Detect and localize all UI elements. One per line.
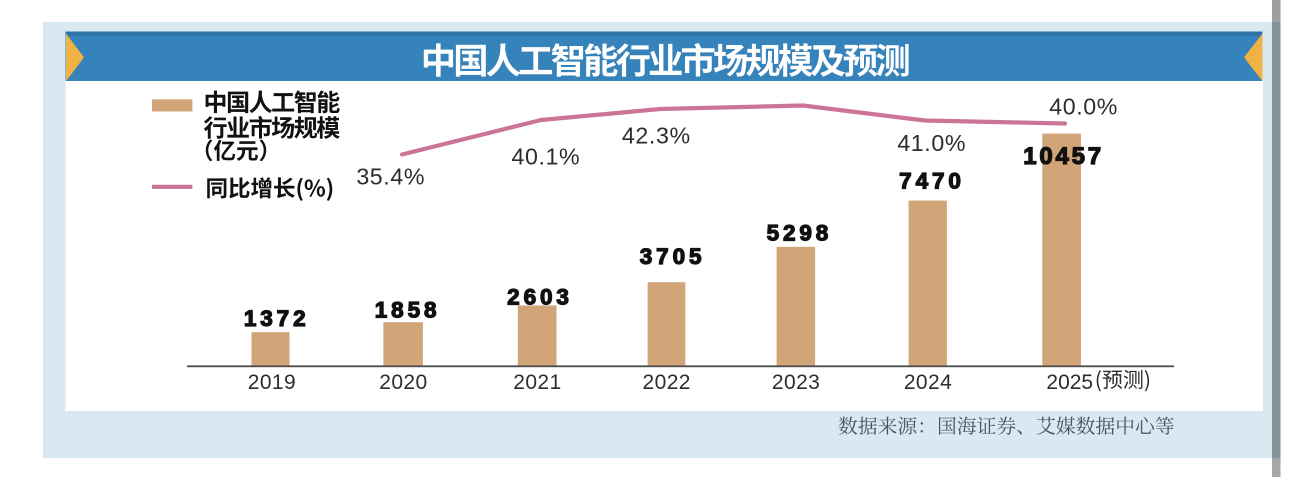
svg-text:2025: 2025 [1046,371,1093,394]
svg-text:40.1%: 40.1% [512,144,581,170]
svg-text:7470: 7470 [899,168,965,193]
svg-text:1372: 1372 [244,306,310,331]
svg-text:2022: 2022 [643,371,691,394]
svg-text:35.4%: 35.4% [356,164,425,190]
svg-text:10457: 10457 [1023,143,1104,170]
svg-text:5298: 5298 [767,220,833,245]
svg-text:2023: 2023 [772,371,820,394]
svg-text:42.3%: 42.3% [622,123,691,149]
svg-text:2020: 2020 [379,371,427,394]
svg-text:2019: 2019 [248,371,296,394]
svg-text:41.0%: 41.0% [897,130,966,156]
svg-text:3705: 3705 [640,244,706,269]
svg-text:2024: 2024 [904,371,952,394]
svg-text:2603: 2603 [507,285,573,310]
svg-text:40.0%: 40.0% [1049,94,1118,120]
svg-text:2021: 2021 [513,371,561,394]
svg-text:1858: 1858 [375,297,441,322]
